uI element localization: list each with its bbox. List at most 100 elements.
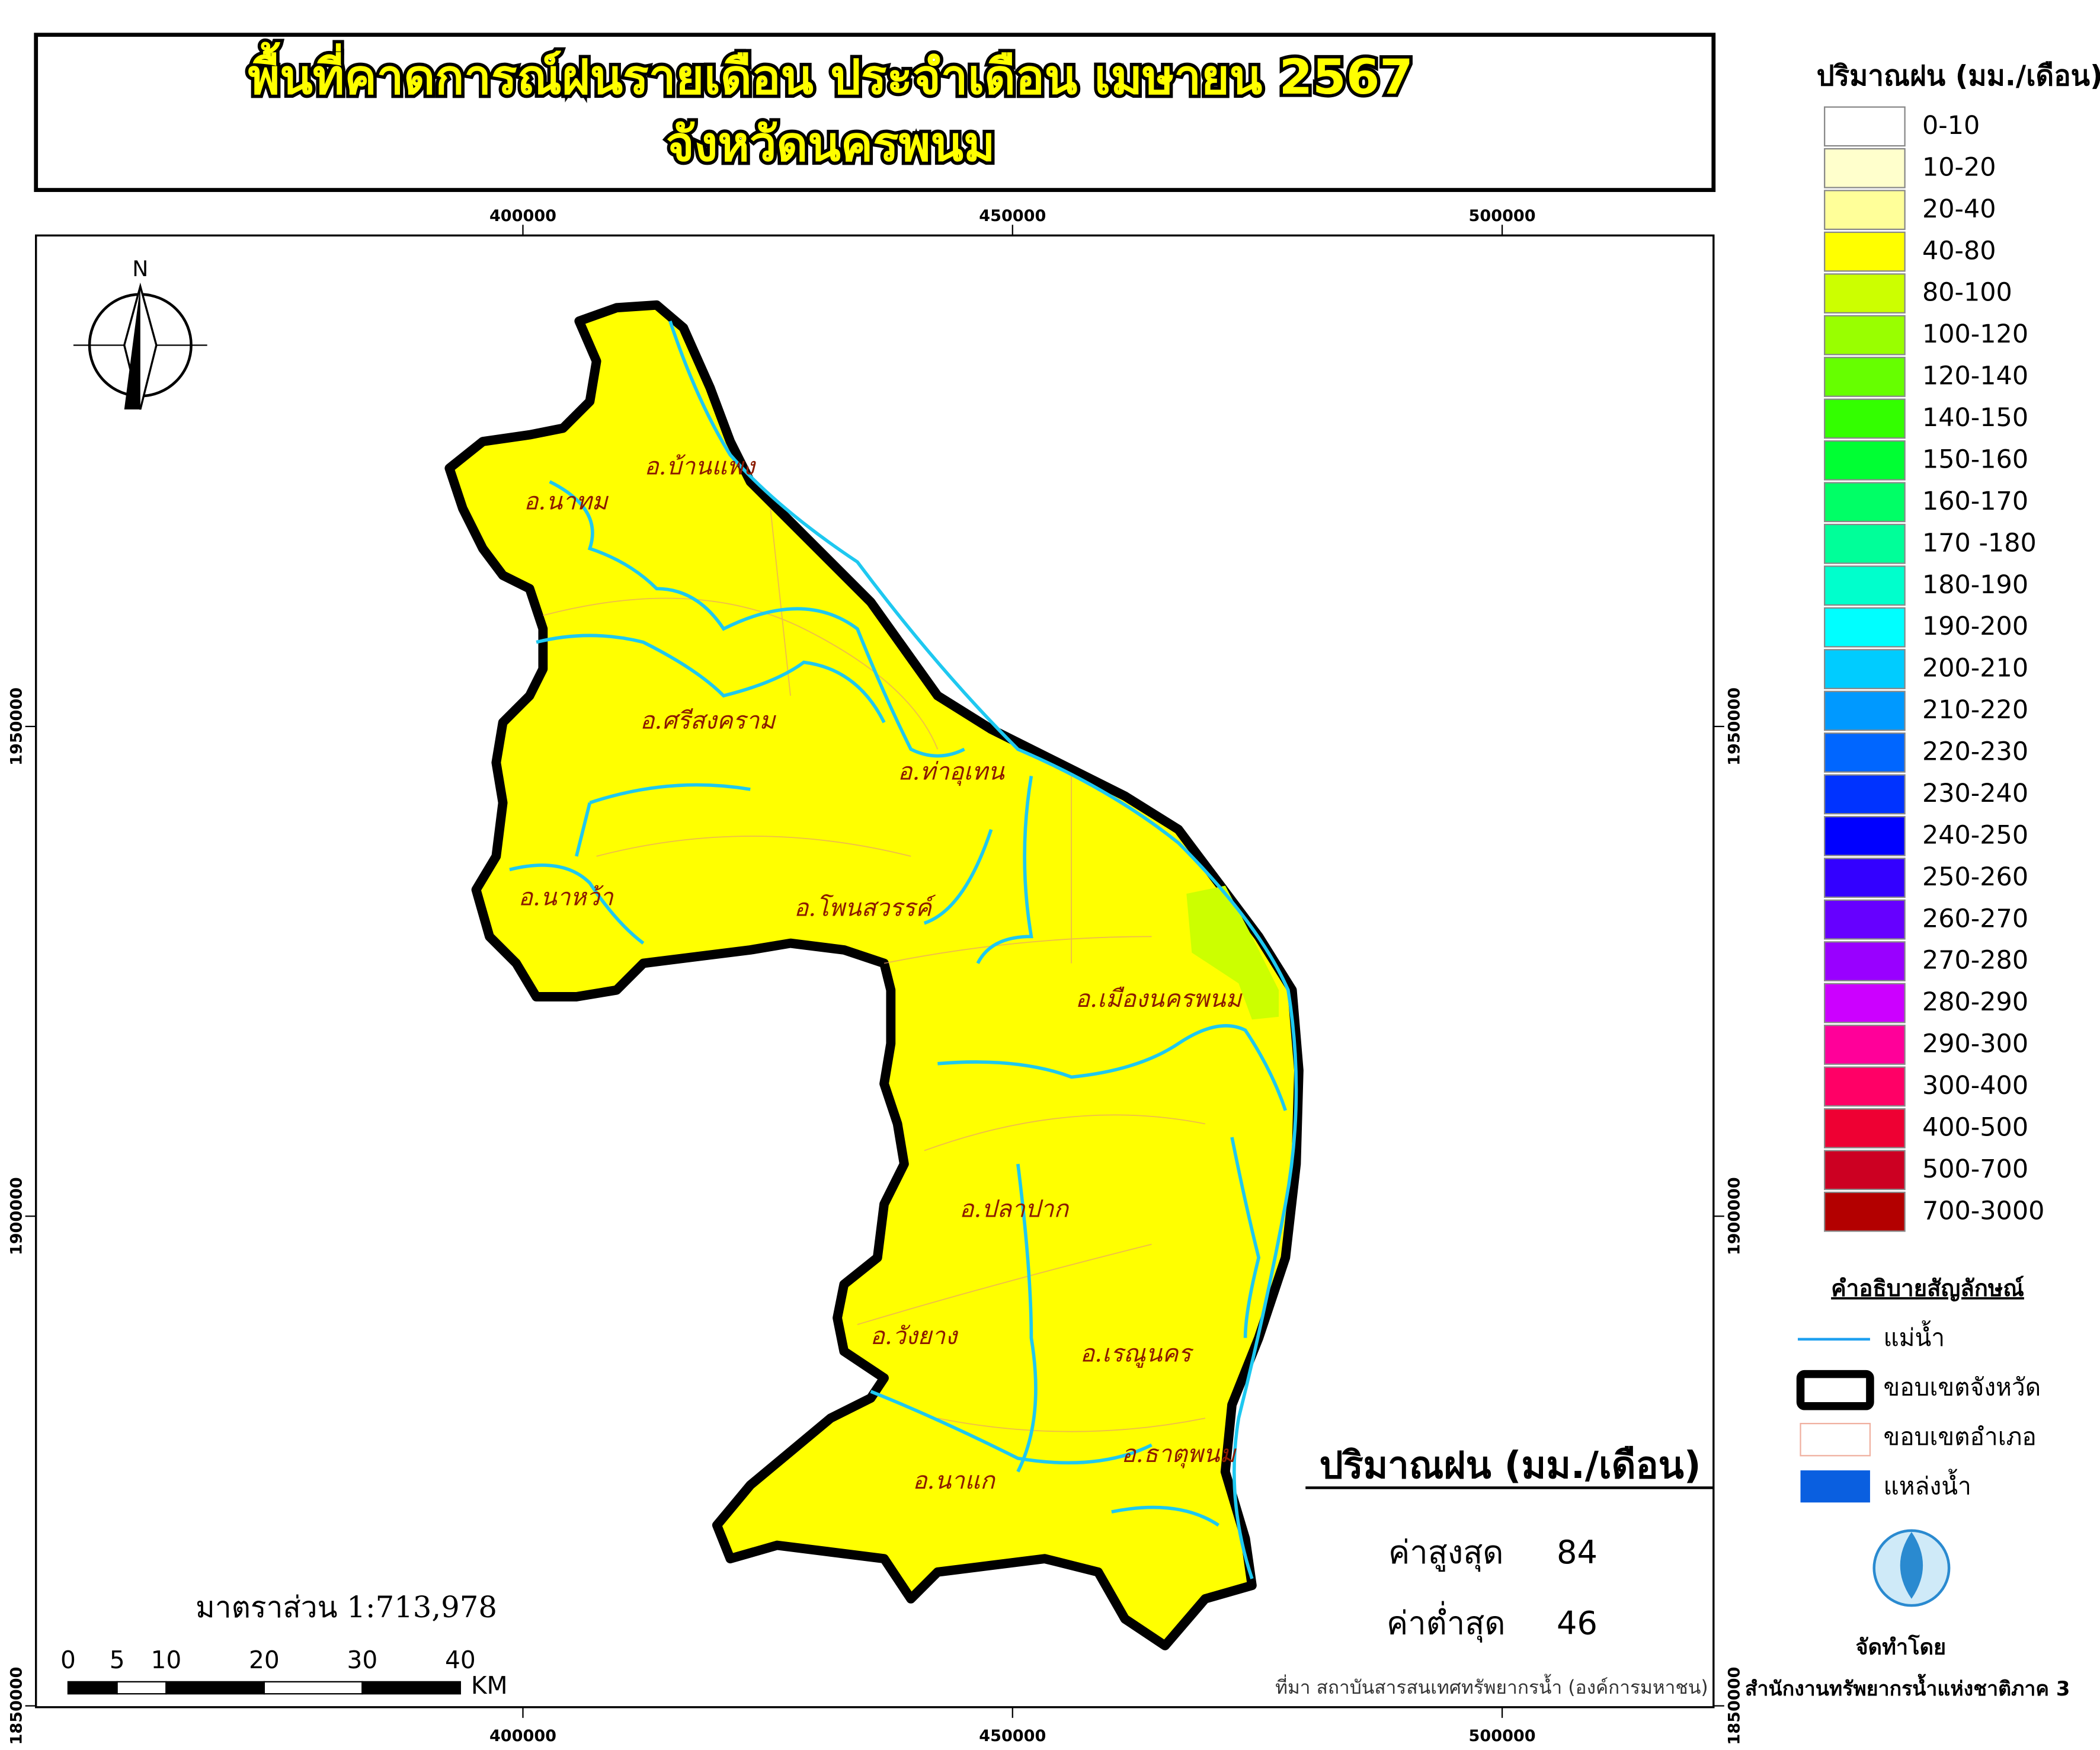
legend-swatch: [1824, 398, 1906, 439]
district-label: อ.ธาตุพนม: [1121, 1439, 1237, 1469]
northing-label: 1950000: [8, 687, 26, 766]
legend-label: 40-80: [1922, 236, 1996, 265]
easting-label: 450000: [979, 1727, 1046, 1745]
river: [923, 775, 1033, 964]
legend-label: 300-400: [1922, 1071, 2028, 1100]
northing-label: 1950000: [1725, 687, 1743, 766]
northing-label: 1850000: [1725, 1667, 1743, 1745]
scale-tick-label: 30: [347, 1646, 377, 1674]
district-label: อ.นาทม: [524, 487, 609, 515]
district-label: อ.ท่าอุเทน: [898, 757, 1005, 786]
legend-label: 150-160: [1922, 444, 2028, 474]
legend-label: 160-170: [1922, 487, 2028, 516]
legend-label: 10-20: [1922, 152, 1996, 182]
symbol-label: ขอบเขตจังหวัด: [1884, 1373, 2041, 1401]
northing-label: 1900000: [8, 1177, 26, 1255]
legend-swatch: [1824, 482, 1906, 523]
legend-swatch: [1824, 1150, 1906, 1191]
mekong-river: [668, 320, 1298, 1579]
max-label: ค่าสูงสุด: [1388, 1534, 1503, 1572]
producer-name: สำนักงานทรัพยากรน้ำแห่งชาติภาค 3: [1745, 1674, 2070, 1700]
legend-swatch: [1824, 690, 1906, 731]
district-boundaries: [543, 508, 1206, 1432]
source: ที่มา สถาบันสารสนเทศทรัพยากรน้ำ (องค์การ…: [1275, 1674, 1708, 1698]
district-label: อ.เรณูนคร: [1080, 1339, 1194, 1368]
legend-swatch: [1824, 106, 1906, 147]
title-box: [34, 33, 1716, 192]
legend-label: 240-250: [1922, 820, 2028, 850]
district-label: อ.วังยาง: [870, 1322, 959, 1350]
legend-swatch: [1824, 941, 1906, 981]
easting-label: 500000: [1469, 1727, 1536, 1745]
legend-swatch: [1824, 231, 1906, 272]
legend-swatch: [1824, 815, 1906, 856]
legend-swatch: [1824, 774, 1906, 815]
easting-label: 400000: [489, 1727, 556, 1745]
scale-tick-label: 40: [445, 1646, 476, 1674]
scale-tick-label: 10: [151, 1646, 182, 1674]
scale-segment: [361, 1681, 461, 1695]
legend-swatch: [1824, 649, 1906, 689]
symbols-title: คำอธิบายสัญลักษณ์: [1831, 1275, 2024, 1302]
scale-segment: [116, 1681, 167, 1695]
district-label: อ.โพนสวรรค์: [794, 894, 936, 922]
legend-label: 700-3000: [1922, 1196, 2044, 1226]
legend-label: 280-290: [1922, 987, 2028, 1017]
scale-segment: [165, 1681, 265, 1695]
min-value: 46: [1557, 1605, 1598, 1642]
legend-swatch: [1824, 148, 1906, 188]
legend-swatch: [1824, 190, 1906, 231]
legend-swatch: [1824, 607, 1906, 648]
province-area: [444, 300, 1304, 1650]
north-label: N: [132, 256, 148, 281]
legend-swatch: [1824, 1191, 1906, 1232]
legend-label: 100-120: [1922, 319, 2028, 349]
legend-label: 500-700: [1922, 1154, 2028, 1184]
district-label: อ.เมืองนครพนม: [1075, 984, 1243, 1013]
scale-tick-label: 0: [60, 1646, 76, 1674]
legend-label: 260-270: [1922, 904, 2028, 933]
legend-label: 270-280: [1922, 946, 2028, 975]
district-label: อ.นาหว้า: [518, 883, 614, 911]
legend-label: 0-10: [1922, 111, 1980, 140]
legend-swatch: [1824, 732, 1906, 773]
legend-swatch: [1824, 1108, 1906, 1148]
legend-label: 290-300: [1922, 1029, 2028, 1059]
legend-swatch: [1824, 1066, 1906, 1107]
scale-segment: [263, 1681, 363, 1695]
northing-label: 1900000: [1725, 1177, 1743, 1255]
legend-label: 210-220: [1922, 695, 2028, 725]
producer-label: จัดทำโดย: [1856, 1634, 1947, 1659]
symbol-label: ขอบเขตอำเภอ: [1884, 1422, 2037, 1451]
legend-swatch: [1824, 565, 1906, 606]
legend-swatch: [1824, 858, 1906, 898]
river: [549, 480, 965, 758]
northing-label: 1850000: [8, 1667, 26, 1745]
easting-label: 500000: [1469, 207, 1536, 225]
legend-label: 230-240: [1922, 779, 2028, 808]
scale-unit: KM: [471, 1671, 508, 1700]
river: [870, 1137, 1261, 1527]
easting-label: 400000: [489, 207, 556, 225]
easting-label: 450000: [979, 207, 1046, 225]
legend-label: 20-40: [1922, 194, 1996, 224]
district-label: อ.นาแก: [913, 1466, 996, 1495]
legend-title: ปริมาณฝน (มม./เดือน): [1817, 60, 2100, 92]
legend-label: 400-500: [1922, 1113, 2028, 1143]
stats-title: ปริมาณฝน (มม./เดือน): [1320, 1443, 1701, 1487]
legend-label: 200-210: [1922, 654, 2028, 683]
legend-swatch: [1824, 315, 1906, 356]
legend-label: 120-140: [1922, 361, 2028, 391]
title-line-2: จังหวัดนครพนม: [666, 117, 995, 172]
river: [509, 783, 751, 945]
max-value: 84: [1557, 1534, 1598, 1571]
symbol-label: แม่น้ำ: [1884, 1320, 1945, 1352]
legend-swatch: [1824, 983, 1906, 1023]
producer-logo: [1872, 1529, 1951, 1607]
legend-swatch: [1824, 1025, 1906, 1065]
title-line-1: พื้นที่คาดการณ์ฝนรายเดือน ประจำเดือน เมษ…: [248, 41, 1413, 105]
district-label: อ.บ้านแพง: [644, 452, 757, 481]
district-label: อ.ปลาปาก: [959, 1195, 1070, 1223]
legend-label: 170 -180: [1922, 528, 2037, 558]
